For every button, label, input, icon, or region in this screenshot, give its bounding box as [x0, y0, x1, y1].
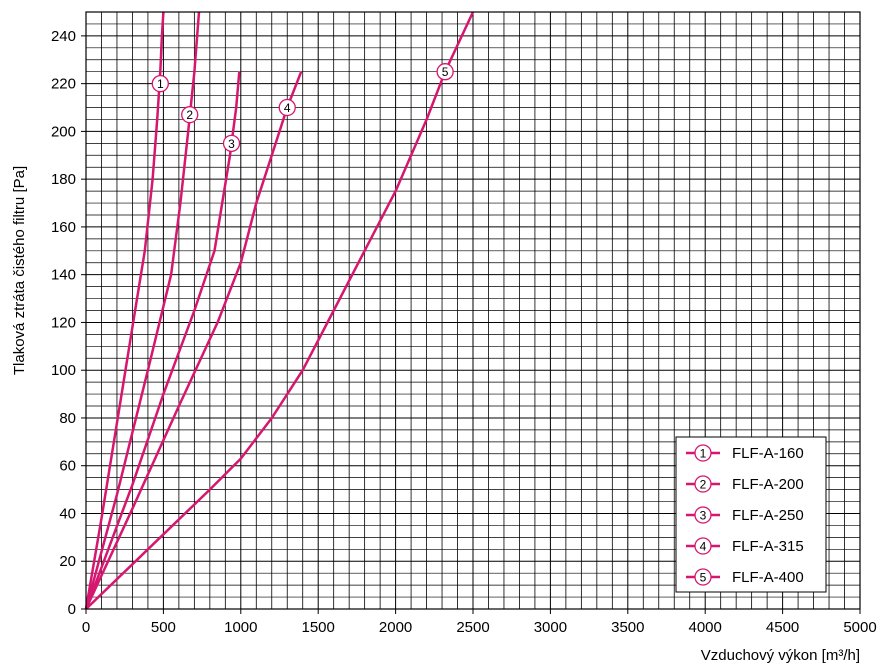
x-tick-label: 1000 — [224, 619, 257, 636]
series-line-5 — [85, 11, 475, 610]
series-marker-1 — [151, 74, 169, 93]
legend-entry-label: FLF-A-315 — [732, 538, 804, 555]
series-marker-label: 4 — [284, 101, 291, 115]
x-axis-label: Vzduchový výkon [m³/h] — [701, 647, 860, 664]
legend-marker — [694, 506, 712, 524]
legend-marker-label: 1 — [700, 447, 707, 461]
legend-entry-label: FLF-A-400 — [732, 569, 804, 586]
x-tick-label: 500 — [151, 619, 176, 636]
series-marker-label: 3 — [228, 137, 235, 151]
legend-marker — [694, 537, 712, 555]
y-tick-label: 120 — [51, 314, 76, 331]
y-tick-label: 240 — [51, 28, 76, 45]
series-line-3 — [84, 71, 241, 610]
legend-entry-label: FLF-A-160 — [732, 445, 804, 462]
y-tick-label: 100 — [51, 362, 76, 379]
series-markers: 1 2 3 4 5 — [151, 63, 454, 152]
legend-marker — [694, 568, 712, 586]
series-line-1 — [84, 11, 165, 610]
series-line-4 — [84, 71, 303, 610]
x-tick-label: 4500 — [766, 619, 799, 636]
legend-marker-label: 2 — [700, 478, 707, 492]
series-lines — [84, 11, 475, 610]
legend-marker-label: 3 — [700, 509, 707, 523]
y-tick-labels: 0 20 40 60 80 100 120 140 160 180 200 220 240 — [51, 28, 86, 618]
x-tick-label: 1500 — [302, 619, 335, 636]
y-tick-label: 80 — [59, 410, 76, 427]
legend: 1 FLF-A-160 2 FLF-A-200 3 FLF-A-250 4 FLF-A-315… — [675, 436, 827, 593]
x-tick-label: 2000 — [379, 619, 412, 636]
x-tick-label: 3500 — [611, 619, 644, 636]
y-tick-label: 200 — [51, 123, 76, 140]
series-marker-label: 2 — [186, 108, 193, 122]
x-tick-label: 0 — [82, 619, 90, 636]
series-marker-label: 1 — [157, 77, 164, 91]
y-tick-label: 40 — [59, 505, 76, 522]
x-tick-label: 2500 — [456, 619, 489, 636]
y-tick-label: 220 — [51, 76, 76, 93]
legend-marker — [694, 475, 712, 493]
series-marker-4 — [278, 98, 296, 117]
x-tick-label: 3000 — [534, 619, 567, 636]
y-tick-label: 0 — [68, 601, 76, 618]
x-tick-labels: 0 500 1000 1500 2000 2500 3000 3500 4000 4500 5000 — [82, 609, 877, 636]
series-marker-2 — [181, 106, 199, 124]
series-marker-3 — [222, 134, 241, 152]
y-tick-label: 160 — [51, 219, 76, 236]
series-line-2 — [84, 11, 201, 610]
legend-marker-label: 5 — [700, 571, 707, 585]
y-tick-label: 20 — [59, 553, 76, 570]
legend-marker — [694, 444, 712, 462]
x-tick-label: 4000 — [689, 619, 722, 636]
legend-entry-label: FLF-A-200 — [732, 476, 804, 493]
y-tick-label: 180 — [51, 171, 76, 188]
x-tick-label: 5000 — [843, 619, 876, 636]
series-marker-label: 5 — [442, 65, 449, 79]
y-tick-label: 60 — [59, 458, 76, 475]
y-axis-label: Tlaková ztráta čistého filtru [Pa] — [11, 166, 28, 375]
series-marker-5 — [436, 63, 454, 81]
legend-entry-label: FLF-A-250 — [732, 507, 804, 524]
y-tick-label: 140 — [51, 267, 76, 284]
legend-marker-label: 4 — [700, 540, 707, 554]
